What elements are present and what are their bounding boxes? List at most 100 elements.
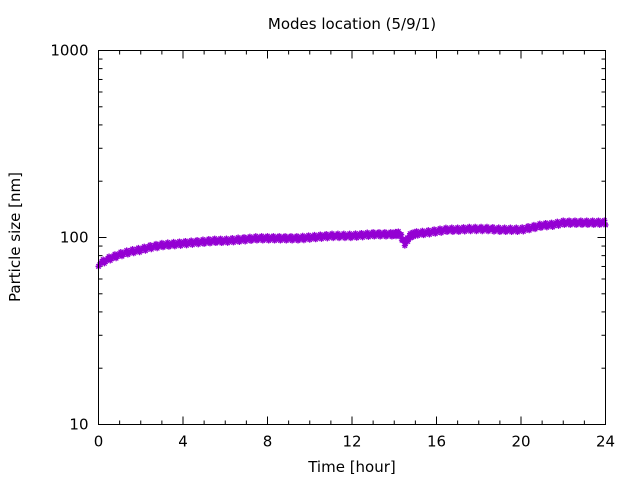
data-point-marker [448,224,455,231]
chart-title: Modes location (5/9/1) [268,15,436,33]
data-point-marker [495,224,502,231]
data-point [496,224,513,236]
data-point-marker [601,217,608,224]
data-point-marker [589,217,596,224]
data-point-marker [566,217,573,224]
data-point-marker [194,236,201,243]
data-point-marker [276,233,283,240]
data-point-marker [317,231,324,238]
data-point-marker [329,230,336,237]
data-point-marker [199,236,206,243]
data-point-marker [334,230,341,237]
plot-frame [98,50,606,425]
data-point-marker [229,235,236,242]
data-point-marker [135,244,142,251]
data-point-marker [211,235,218,242]
data-point-marker [287,233,294,240]
data-point-marker [188,237,195,244]
data-point-marker [153,240,160,247]
data-point [127,244,143,257]
data-point-marker [419,227,426,234]
x-tick-label: 8 [263,433,273,451]
data-point-marker [466,223,473,230]
data-point-marker [129,245,136,252]
data-point-marker [395,228,402,235]
data-point-marker [176,238,183,245]
data-point [465,223,481,235]
data-point-marker [364,229,371,236]
data-point-marker [501,224,508,231]
x-tick-label: 16 [427,433,446,451]
data-point-marker [577,217,584,224]
data-point-marker [381,229,388,236]
data-point-marker [536,220,543,227]
data-point-marker [560,217,567,224]
data-point-marker [147,242,154,249]
y-tick-label: 1000 [50,42,88,60]
data-point-marker [117,249,124,256]
data-point-marker [100,256,107,263]
data-point [370,229,386,240]
data-point-marker [223,235,230,242]
data-point-marker [583,217,590,224]
data-point [349,229,365,241]
data-point-marker [111,251,118,258]
data-point-marker [478,223,485,230]
data-point-marker [542,219,549,226]
x-tick-label: 24 [596,433,615,451]
x-tick-label: 4 [178,433,188,451]
data-point [433,224,449,236]
x-tick-label: 12 [342,433,361,451]
x-axis-label: Time [hour] [307,458,396,476]
data-point-marker [293,233,300,240]
data-point-marker [442,224,449,231]
data-point-marker [571,217,578,224]
data-point-marker [305,232,312,239]
data-point-marker [141,243,148,250]
data-point [475,223,492,235]
data-point [190,236,206,248]
data-point-marker [123,247,130,254]
data-point-marker [437,225,444,232]
data-point [137,242,154,254]
data-point-marker [460,224,467,231]
data-point-marker [346,230,353,237]
data-point-marker [525,223,532,230]
data-point-marker [299,232,306,239]
data-point-marker [282,233,289,240]
data-point [211,235,228,247]
data-point-marker [431,226,438,233]
y-tick-labels: 10 100 1000 [50,42,88,434]
data-point [591,217,608,228]
data-point-marker [425,227,432,234]
data-point [327,230,344,242]
data-point [296,232,312,244]
data-point-marker [413,228,420,235]
data-point-marker [483,223,490,230]
data-point-marker [340,230,347,237]
data-point-marker [548,219,555,226]
data-point [285,233,302,244]
data-point-marker [398,231,405,238]
data-point [275,233,291,244]
data-point-marker [352,230,359,237]
data-point-marker [252,233,259,240]
data-point-marker [375,229,382,236]
data-points [95,217,609,270]
data-point-marker [323,231,330,238]
data-point-marker [519,224,526,231]
data-point-marker [164,239,171,246]
data-point-marker [472,223,479,230]
x-tick-labels: 0 4 8 12 16 20 24 [94,433,615,451]
data-point-marker [246,233,253,240]
data-point-marker [258,233,265,240]
data-point-marker [311,231,318,238]
data-point [528,220,544,233]
data-point [581,217,597,228]
data-point-marker [205,236,212,243]
x-tick-label: 20 [511,433,530,451]
data-point-marker [270,233,277,240]
data-point-marker [158,239,165,246]
data-point-marker [106,253,113,260]
